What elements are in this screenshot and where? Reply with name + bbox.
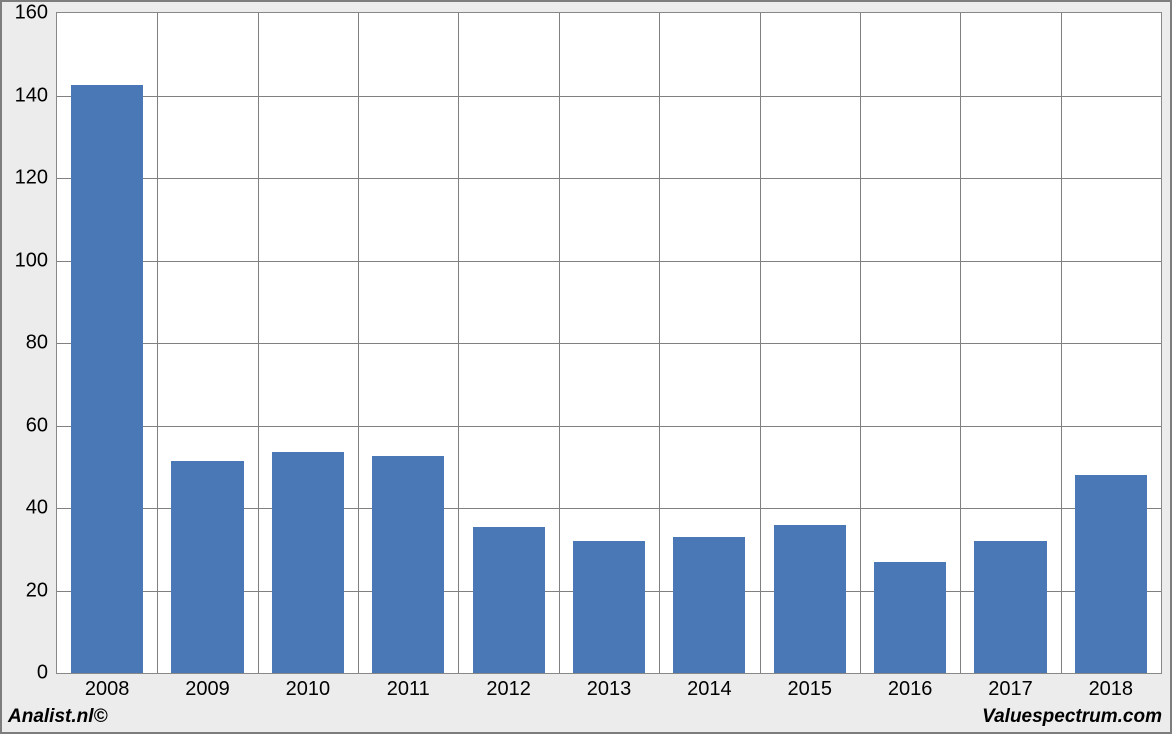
gridline-v — [458, 13, 459, 673]
x-tick-label: 2013 — [587, 678, 632, 701]
y-tick-label: 60 — [2, 414, 48, 437]
gridline-v — [258, 13, 259, 673]
gridline-v — [860, 13, 861, 673]
y-tick-label: 0 — [2, 662, 48, 685]
y-tick-label: 40 — [2, 497, 48, 520]
footer-right: Valuespectrum.com — [982, 706, 1162, 728]
bar — [573, 541, 645, 673]
x-tick-label: 2011 — [387, 678, 430, 701]
x-tick-label: 2008 — [85, 678, 130, 701]
bar — [71, 85, 143, 673]
x-tick-label: 2012 — [486, 678, 531, 701]
gridline-v — [157, 13, 158, 673]
x-tick-label: 2009 — [185, 678, 230, 701]
gridline-h — [57, 178, 1161, 179]
gridline-v — [1061, 13, 1062, 673]
y-tick-label: 20 — [2, 579, 48, 602]
gridline-v — [760, 13, 761, 673]
bar — [673, 537, 745, 673]
gridline-v — [659, 13, 660, 673]
bar — [874, 562, 946, 673]
footer-left: Analist.nl© — [8, 706, 108, 728]
x-tick-label: 2010 — [286, 678, 331, 701]
y-tick-label: 80 — [2, 332, 48, 355]
gridline-h — [57, 426, 1161, 427]
bar — [372, 456, 444, 673]
gridline-v — [559, 13, 560, 673]
y-tick-label: 100 — [2, 249, 48, 272]
y-tick-label: 160 — [2, 2, 48, 25]
x-tick-label: 2014 — [687, 678, 732, 701]
x-tick-label: 2017 — [988, 678, 1033, 701]
plot-area — [56, 12, 1162, 674]
bar — [473, 527, 545, 673]
bar — [272, 452, 344, 673]
gridline-v — [960, 13, 961, 673]
bar — [1075, 475, 1147, 673]
y-tick-label: 140 — [2, 84, 48, 107]
bar — [774, 525, 846, 674]
gridline-h — [57, 96, 1161, 97]
gridline-h — [57, 343, 1161, 344]
bar — [171, 461, 243, 673]
x-tick-label: 2018 — [1089, 678, 1134, 701]
x-tick-label: 2015 — [787, 678, 832, 701]
bar — [974, 541, 1046, 673]
x-tick-label: 2016 — [888, 678, 933, 701]
y-tick-label: 120 — [2, 167, 48, 190]
chart-frame: 0 20 40 60 80 100 120 140 160 2008 2009 2010 2011 20… — [0, 0, 1172, 734]
gridline-v — [358, 13, 359, 673]
gridline-h — [57, 261, 1161, 262]
